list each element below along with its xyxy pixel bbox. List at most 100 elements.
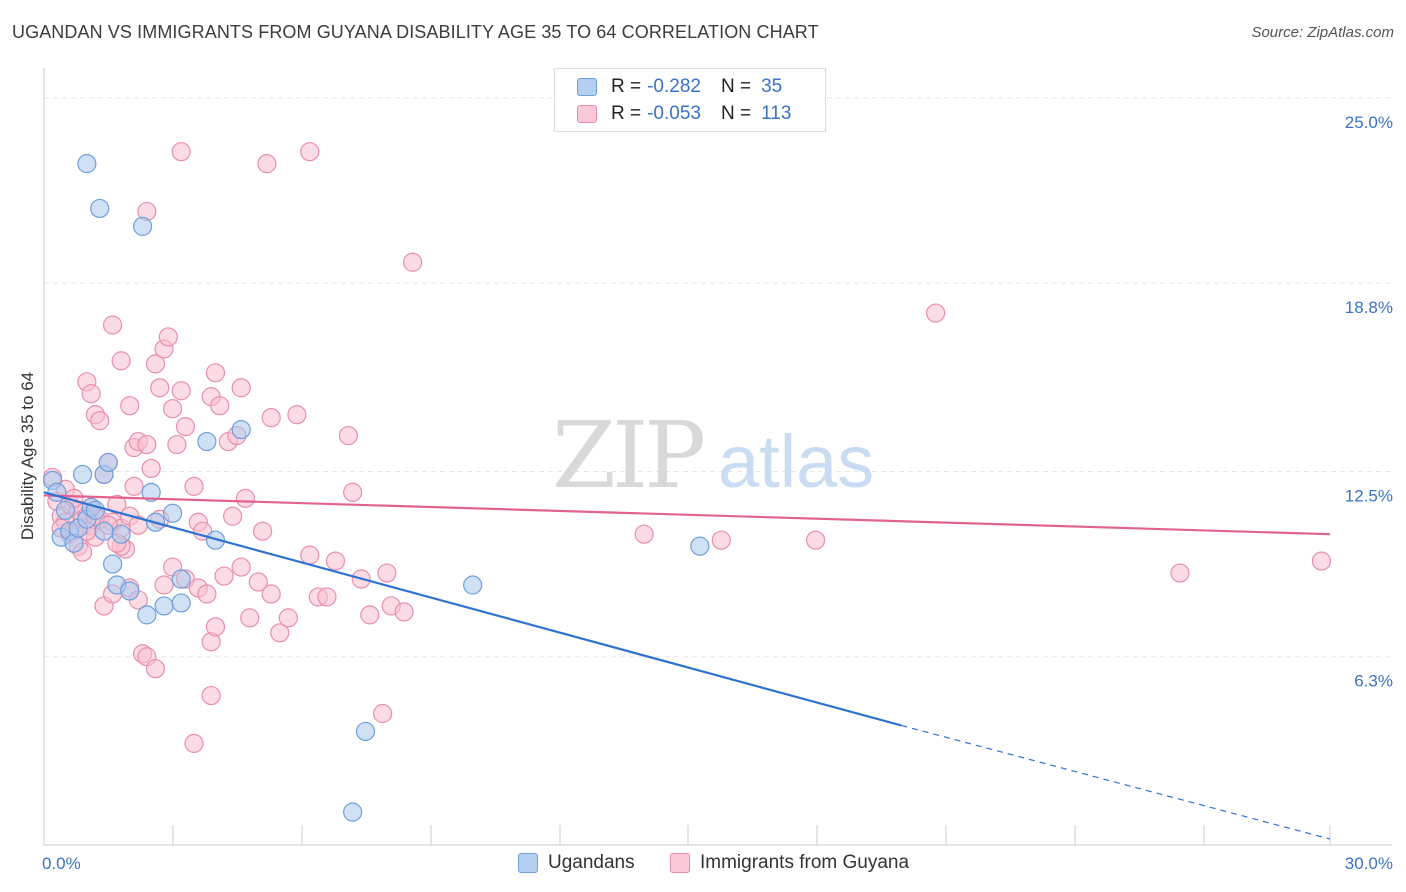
guyana-point [373, 703, 393, 724]
ugandan-point [355, 721, 376, 742]
ugandan-point [154, 596, 174, 616]
y-tick-label: 18.8% [1345, 298, 1393, 317]
trendlines [43, 491, 1331, 840]
ugandan-point [197, 431, 217, 452]
guyana-point [403, 252, 423, 272]
y-tick-label: 6.3% [1354, 672, 1393, 691]
ugandan-point [72, 464, 93, 485]
x-tick-label-max: 30.0% [1345, 854, 1393, 873]
legend-r-value: -0.282 [647, 76, 701, 97]
guyana-point [248, 572, 268, 592]
ugandan-point [231, 420, 251, 440]
bottom-legend-ugandans[interactable]: Ugandans [518, 852, 635, 874]
legend: R = -0.282 N = 35 R = -0.053 N = 113 [554, 68, 826, 132]
guyana-point [167, 434, 187, 455]
watermark-atlas: atlas [718, 420, 874, 503]
guyana-point [261, 408, 281, 428]
guyana-point [90, 411, 110, 431]
guyana-point [377, 563, 397, 583]
legend-r-label: R = [611, 76, 642, 97]
guyana-point [270, 623, 290, 643]
legend-n-label: N = [720, 103, 752, 124]
guyana-point [150, 378, 170, 398]
guyana-point [201, 685, 221, 706]
guyana-point [235, 488, 256, 508]
bottom-legend-guyana[interactable]: Immigrants from Guyana [670, 852, 909, 874]
guyana-point [1170, 563, 1190, 583]
axes [43, 68, 1392, 846]
ugandan-point [98, 452, 118, 473]
ugandan-point [111, 524, 131, 544]
guyana-point [163, 399, 183, 419]
guyana-point [300, 545, 320, 565]
guyana-point [287, 405, 307, 425]
legend-n-label: N = [720, 76, 752, 97]
guyana-point [231, 557, 251, 577]
guyana-point [111, 351, 131, 371]
ugandan-point [77, 154, 97, 174]
ugandan-point [163, 503, 183, 523]
ugandan-trendline [43, 491, 902, 727]
guyana-point [711, 530, 731, 550]
guyana-point [253, 521, 273, 541]
bottom-legend-label-ugandans: Ugandans [548, 852, 635, 873]
guyana-point [210, 396, 230, 416]
guyana-point [141, 458, 161, 479]
ugandan-point [94, 521, 114, 541]
guyana-point [360, 605, 380, 625]
y-tick-label: 25.0% [1345, 113, 1393, 132]
y-tick-label: 12.5% [1345, 486, 1393, 505]
legend-row-guyana: R = -0.053 N = 113 [577, 102, 791, 126]
ugandan-trendline-extension [901, 724, 1331, 840]
guyana-point [120, 396, 140, 416]
guyana-point [394, 602, 414, 622]
guyana-point [171, 381, 191, 401]
guyana-point [257, 154, 277, 174]
guyana-point [137, 434, 157, 455]
bottom-legend: Ugandans Immigrants from Guyana [0, 852, 1406, 876]
ugandan-point [137, 605, 157, 625]
guyana-point [261, 584, 281, 604]
guyana-point [805, 530, 826, 550]
guyana-point [634, 524, 654, 544]
guyana-point [343, 482, 363, 502]
guyana-point [214, 566, 234, 586]
guyana-point [1311, 551, 1332, 571]
bottom-legend-swatch-pink [670, 853, 690, 873]
legend-swatch-pink [577, 105, 597, 123]
source-label: Source: ZipAtlas.com [1251, 24, 1394, 41]
ugandan-point [141, 482, 161, 502]
ugandan-point [132, 216, 153, 236]
guyana-point [81, 384, 101, 404]
guyana-point [171, 142, 191, 162]
legend-swatch-blue [577, 78, 597, 96]
ugandan-point [120, 581, 140, 601]
watermark: ZIP atlas [552, 402, 874, 509]
blue-series-points [42, 154, 710, 822]
ugandan-point [55, 500, 76, 520]
guyana-point [325, 551, 346, 571]
guyana-point [107, 494, 127, 514]
guyana-point [338, 425, 358, 446]
y-axis-title: Disability Age 35 to 64 [18, 372, 37, 540]
axis-labels: 6.3% 12.5% 18.8% 25.0% 0.0% 30.0% Disability A… [18, 113, 1393, 873]
guyana-point [154, 575, 174, 595]
ugandan-point [205, 530, 226, 550]
ugandan-point [171, 593, 191, 613]
guyana-point [231, 378, 251, 398]
guyana-point [317, 587, 337, 607]
legend-r-value: -0.053 [647, 103, 701, 124]
ugandan-point [463, 575, 483, 595]
guyana-point [205, 363, 226, 383]
guyana-point [175, 417, 196, 437]
guyana-point [205, 617, 226, 637]
guyana-point [278, 608, 298, 628]
guyana-point [926, 303, 946, 323]
guyana-point [102, 315, 123, 335]
legend-row-ugandans: R = -0.282 N = 35 [577, 75, 782, 99]
legend-n-value: 113 [761, 103, 792, 124]
guyana-point [300, 142, 320, 162]
guyana-trendline [43, 494, 1331, 536]
legend-r-label: R = [611, 103, 642, 124]
